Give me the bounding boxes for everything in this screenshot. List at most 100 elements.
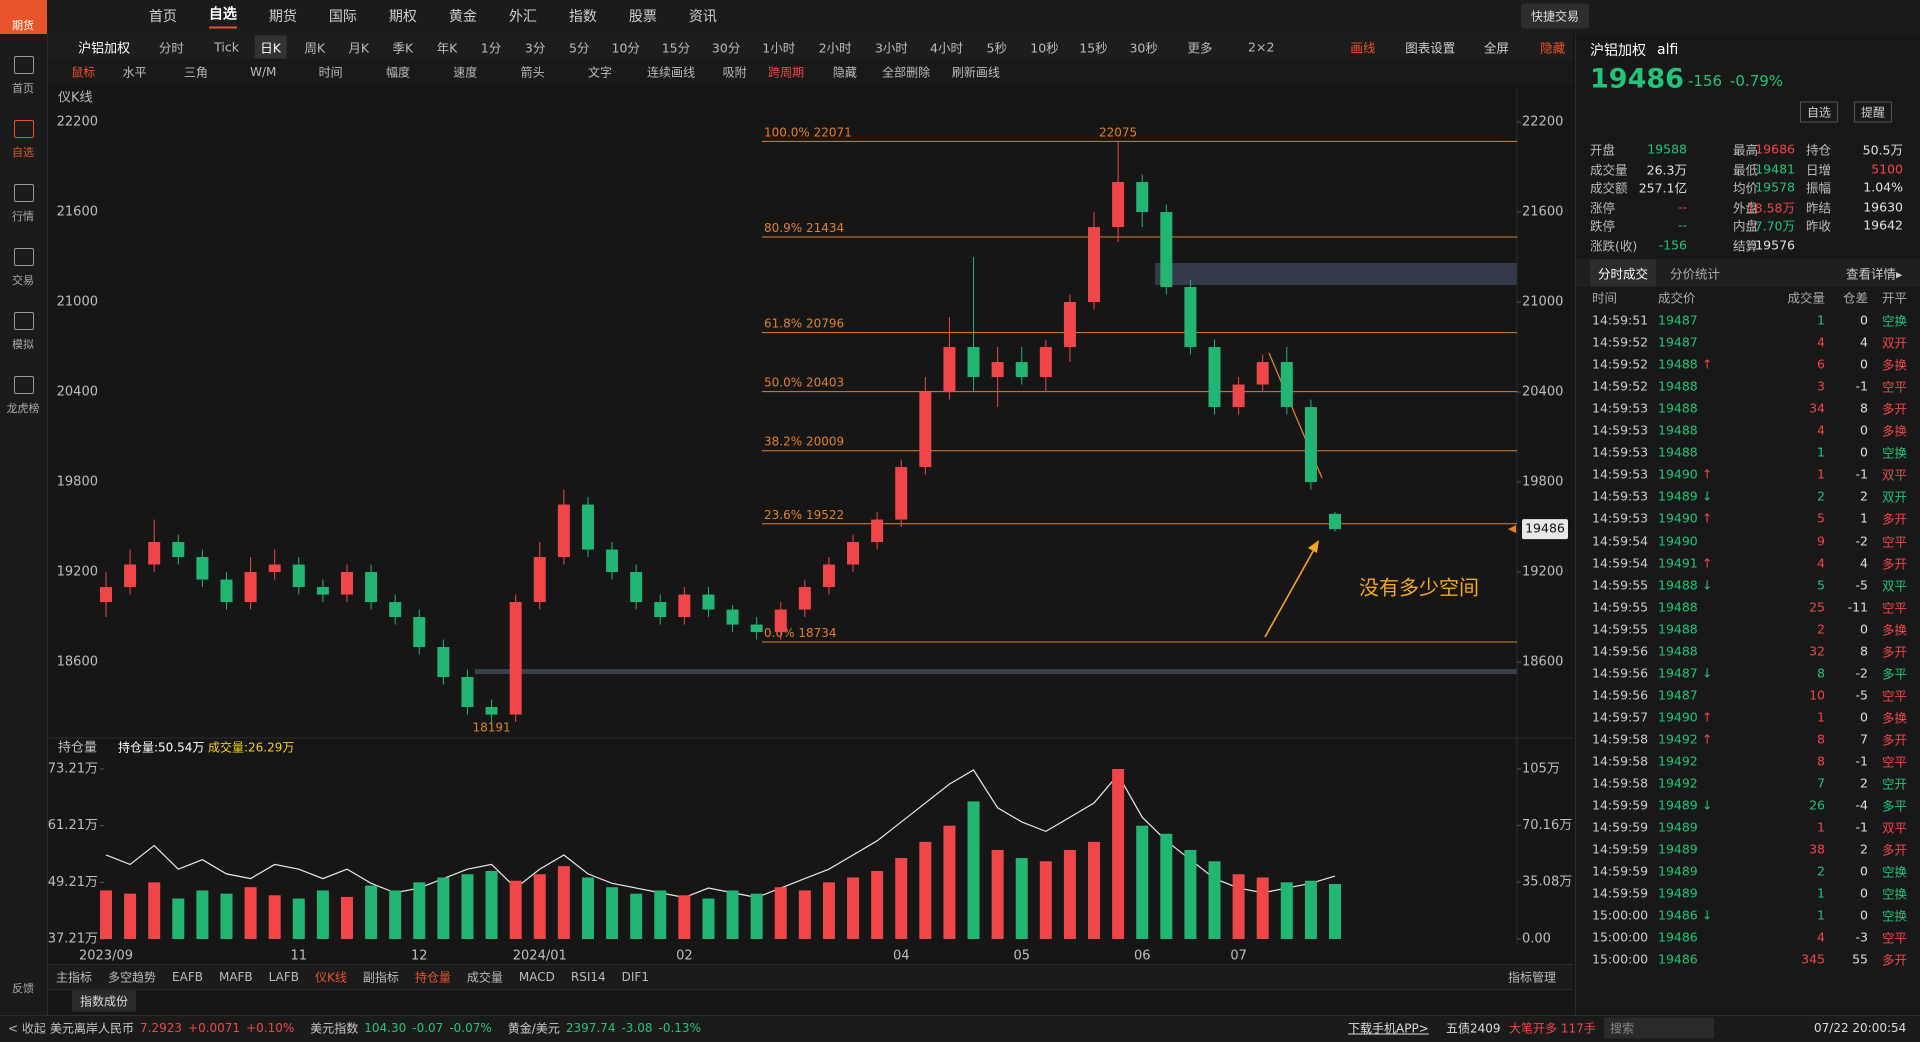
indicator-tab[interactable]: 持仓量 bbox=[414, 970, 451, 985]
indicator-tab[interactable]: RSI14 bbox=[570, 970, 606, 984]
indicator-manage[interactable]: 指标管理 bbox=[1508, 970, 1557, 985]
chart-action[interactable]: 画线 bbox=[1350, 40, 1376, 56]
trade-details[interactable]: 查看详情▸ bbox=[1846, 266, 1903, 282]
trade-price: 19488 bbox=[1658, 356, 1698, 372]
nav-item[interactable]: 资讯 bbox=[688, 9, 717, 25]
tool[interactable]: 跨周期 bbox=[768, 65, 805, 80]
sidebar-item[interactable]: 反馈 bbox=[12, 982, 34, 995]
component-tab[interactable]: 指数成份 bbox=[72, 990, 137, 1012]
tool[interactable]: 时间 bbox=[318, 65, 343, 80]
period[interactable]: 1小时 bbox=[762, 40, 796, 56]
trade-volume: 8 bbox=[1817, 665, 1825, 681]
trade-change: 0 bbox=[1860, 621, 1868, 637]
candle-body bbox=[1280, 362, 1293, 408]
period[interactable]: 2小时 bbox=[818, 40, 852, 56]
indicator-tab[interactable]: 主指标 bbox=[56, 970, 93, 985]
trade-time: 14:59:55 bbox=[1592, 621, 1649, 637]
candle-body bbox=[148, 542, 161, 565]
period[interactable]: 4小时 bbox=[930, 40, 964, 56]
indicator-tab[interactable]: 副指标 bbox=[362, 970, 399, 985]
nav-item[interactable]: 期权 bbox=[388, 9, 417, 25]
period[interactable]: 2×2 bbox=[1248, 39, 1275, 55]
period[interactable]: 10分 bbox=[611, 40, 640, 56]
indicator-tab[interactable]: MACD bbox=[518, 970, 555, 984]
fib-price: 21434 bbox=[806, 220, 844, 234]
volume-bar bbox=[1329, 883, 1341, 939]
period[interactable]: 30分 bbox=[711, 40, 741, 56]
tool[interactable]: 箭头 bbox=[520, 65, 545, 80]
tool[interactable]: 速度 bbox=[453, 65, 478, 80]
period[interactable]: 日K bbox=[254, 35, 287, 59]
quick-trade[interactable]: 快捷交易 bbox=[1520, 3, 1590, 29]
indicator-tab[interactable]: EAFB bbox=[172, 970, 203, 984]
tool[interactable]: 连续画线 bbox=[647, 65, 696, 80]
trade-tab[interactable]: 分价统计 bbox=[1670, 266, 1721, 282]
period[interactable]: Tick bbox=[214, 39, 239, 55]
period[interactable]: 周K bbox=[304, 40, 326, 56]
trade-price: 19487 bbox=[1658, 312, 1698, 328]
symbol[interactable]: 沪铝加权 bbox=[78, 41, 131, 57]
nav-item[interactable]: 期货 bbox=[268, 9, 297, 25]
sidebar-item[interactable]: 行情 bbox=[12, 210, 34, 223]
period[interactable]: 季K bbox=[392, 40, 414, 56]
nav-item[interactable]: 指数 bbox=[568, 9, 597, 25]
period[interactable]: 1分 bbox=[480, 40, 502, 56]
logo[interactable] bbox=[0, 0, 47, 34]
volume-bar bbox=[871, 871, 884, 939]
tool[interactable]: 全部删除 bbox=[882, 65, 931, 80]
indicator-tab[interactable]: LAFB bbox=[268, 970, 299, 984]
period[interactable]: 月K bbox=[348, 40, 370, 56]
period[interactable]: 3小时 bbox=[874, 40, 908, 56]
period[interactable]: 更多 bbox=[1187, 40, 1213, 56]
period[interactable]: 15秒 bbox=[1079, 40, 1108, 56]
nav-item[interactable]: 国际 bbox=[328, 9, 357, 25]
y-tick-label: 22200 bbox=[57, 115, 98, 130]
tool[interactable]: 三角 bbox=[183, 65, 208, 80]
indicator-tab[interactable]: 仪K线 bbox=[314, 970, 347, 985]
quote-button[interactable]: 自选 bbox=[1800, 101, 1839, 123]
sidebar-item[interactable]: 交易 bbox=[12, 274, 34, 287]
tool[interactable]: 吸附 bbox=[722, 65, 747, 80]
period[interactable]: 15分 bbox=[661, 40, 691, 56]
tool[interactable]: 文字 bbox=[587, 65, 613, 80]
sidebar-item[interactable]: 模拟 bbox=[12, 338, 34, 351]
nav-item[interactable]: 股票 bbox=[628, 9, 657, 25]
quote-button[interactable]: 提醒 bbox=[1854, 101, 1893, 123]
volume-bar bbox=[268, 895, 281, 939]
tool[interactable]: 水平 bbox=[122, 65, 147, 80]
period[interactable]: 5分 bbox=[568, 40, 590, 56]
nav-item[interactable]: 黄金 bbox=[448, 9, 477, 25]
sidebar-item[interactable]: 首页 bbox=[12, 82, 34, 95]
tool[interactable]: 隐藏 bbox=[832, 65, 857, 80]
period[interactable]: 3分 bbox=[524, 40, 546, 56]
indicator-tab[interactable]: 多空趋势 bbox=[108, 970, 157, 985]
download-app[interactable]: 下载手机APP> bbox=[1348, 1021, 1429, 1036]
tool[interactable]: 刷新画线 bbox=[951, 65, 1000, 80]
period[interactable]: 分时 bbox=[158, 40, 184, 56]
nav-item[interactable]: 外汇 bbox=[508, 9, 537, 25]
collapse[interactable]: < 收起 bbox=[8, 1021, 46, 1036]
tool[interactable]: 幅度 bbox=[385, 65, 410, 80]
indicator-tab[interactable]: DIF1 bbox=[621, 970, 649, 984]
nav-item[interactable]: 首页 bbox=[148, 9, 177, 25]
period[interactable]: 年K bbox=[436, 40, 458, 56]
tool[interactable]: 鼠标 bbox=[71, 65, 96, 80]
chart-action[interactable]: 全屏 bbox=[1483, 40, 1509, 56]
chart-action[interactable]: 隐藏 bbox=[1540, 40, 1566, 56]
candle-body bbox=[557, 504, 570, 558]
sidebar-item[interactable]: 自选 bbox=[12, 146, 34, 159]
indicator-tab[interactable]: 成交量 bbox=[466, 970, 503, 985]
period[interactable]: 10秒 bbox=[1030, 40, 1059, 56]
chart-action[interactable]: 图表设置 bbox=[1405, 40, 1456, 56]
candle-body bbox=[1329, 513, 1341, 530]
trade-tab[interactable]: 分时成交 bbox=[1590, 259, 1657, 287]
trade-type: 双开 bbox=[1882, 489, 1908, 505]
period[interactable]: 30秒 bbox=[1129, 40, 1158, 56]
nav-item[interactable]: 自选 bbox=[208, 4, 237, 29]
search[interactable]: 搜索 bbox=[1604, 1017, 1715, 1039]
tool[interactable]: W/M bbox=[250, 65, 277, 79]
fib-price: 19522 bbox=[806, 507, 844, 521]
indicator-tab[interactable]: MAFB bbox=[218, 970, 253, 984]
period[interactable]: 5秒 bbox=[986, 40, 1007, 56]
sidebar-item[interactable]: 龙虎榜 bbox=[6, 402, 40, 415]
